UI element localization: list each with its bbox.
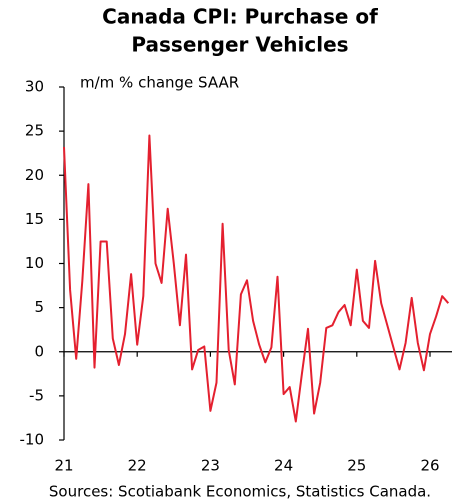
chart-title: Passenger Vehicles [131, 33, 348, 57]
x-tick-label: 21 [54, 457, 73, 475]
y-tick-label: 5 [34, 298, 44, 316]
x-tick-label: 25 [347, 457, 366, 475]
y-tick-label: 30 [25, 78, 44, 96]
x-tick-label: 26 [420, 457, 439, 475]
x-tick-label: 24 [274, 457, 293, 475]
y-tick-label: 20 [25, 166, 44, 184]
y-tick-label: -5 [29, 386, 44, 404]
source-note: Sources: Scotiabank Economics, Statistic… [49, 483, 431, 501]
chart-subtitle: m/m % change SAAR [80, 74, 239, 92]
y-tick-label: 0 [34, 342, 44, 360]
y-tick-label: 25 [25, 122, 44, 140]
x-tick-label: 23 [201, 457, 220, 475]
y-tick-label: -10 [20, 431, 45, 449]
chart-title: Canada CPI: Purchase of [102, 5, 378, 29]
y-tick-label: 10 [25, 254, 44, 272]
y-tick-label: 15 [25, 210, 44, 228]
data-line [63, 134, 450, 423]
x-tick-label: 22 [128, 457, 147, 475]
